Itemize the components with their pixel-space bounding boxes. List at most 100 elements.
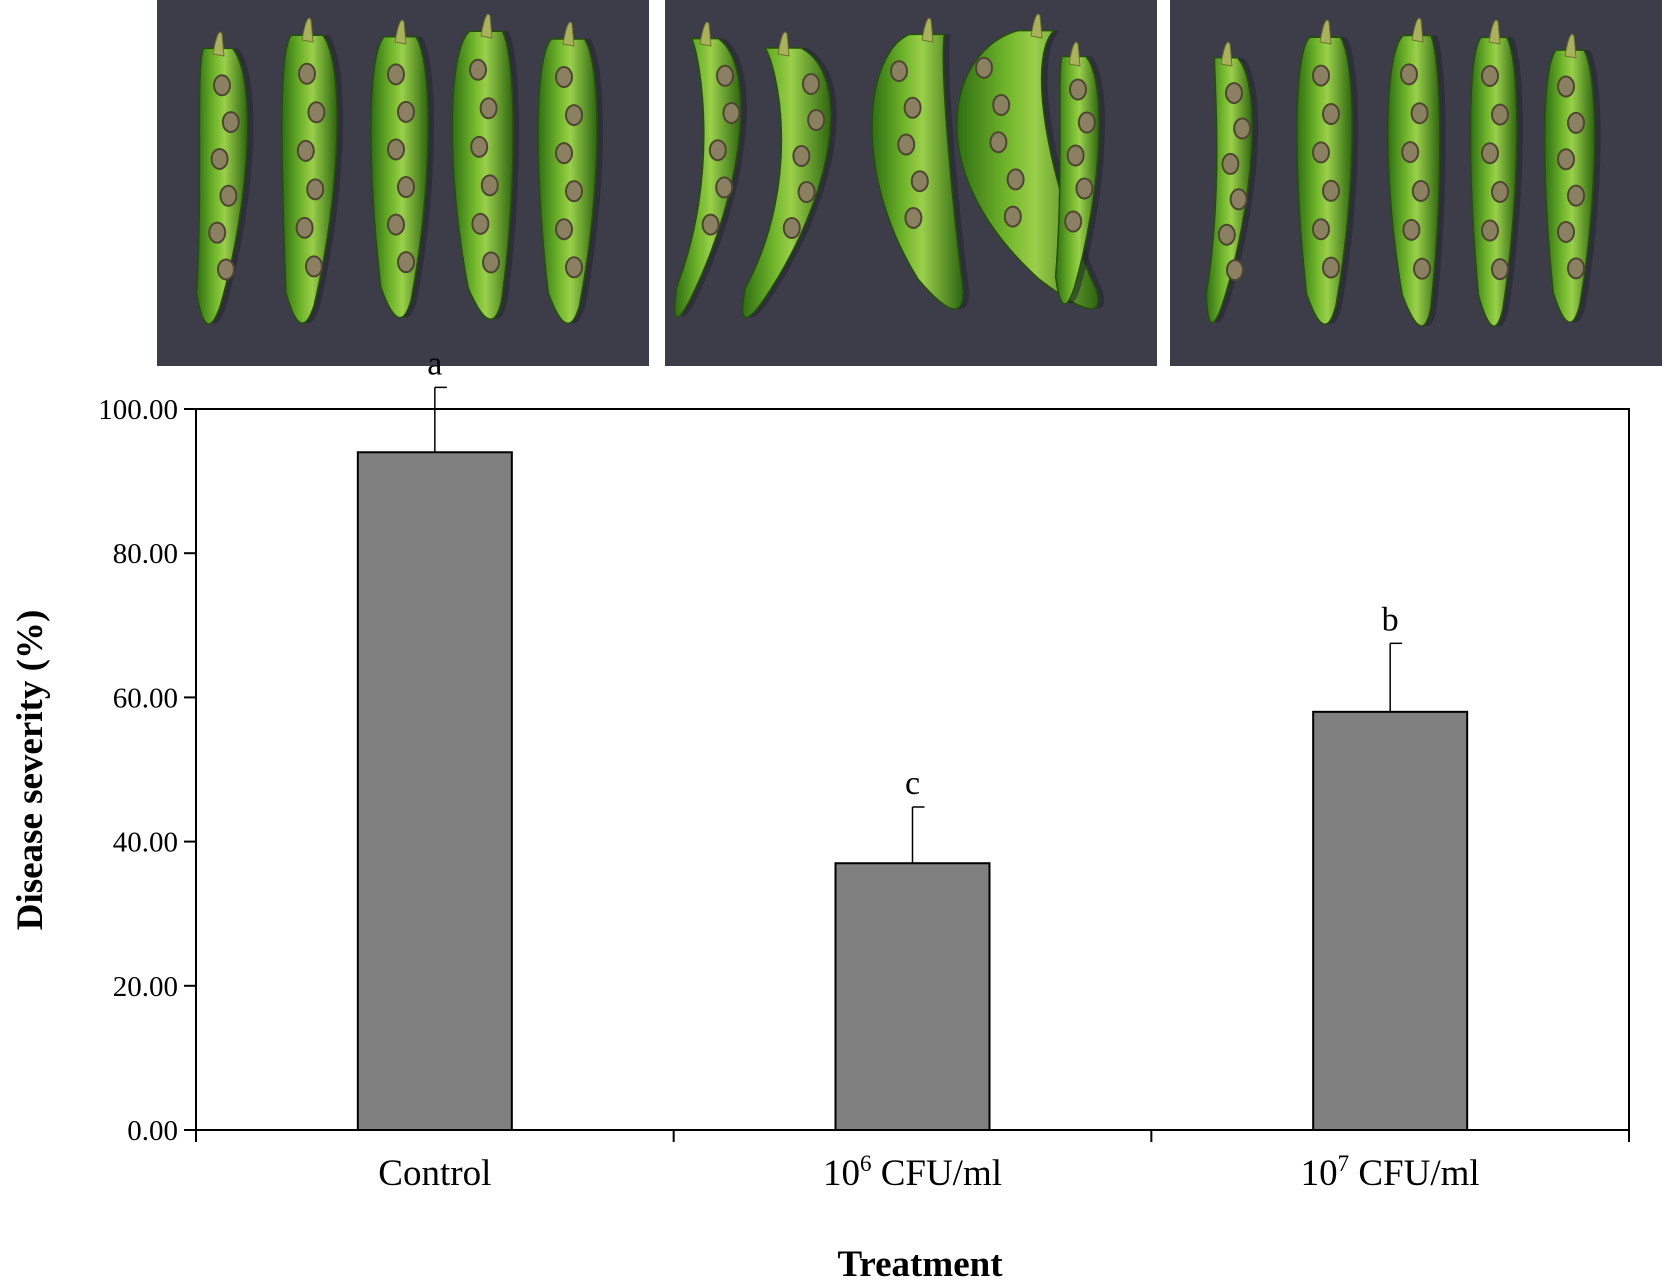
lesion <box>1557 220 1575 243</box>
lesion <box>1481 219 1499 242</box>
1e6-cfu-peppers-photo <box>665 0 1157 366</box>
lesion <box>397 176 415 199</box>
bar <box>834 862 991 1131</box>
y-tick-label: 40.00 <box>113 827 178 859</box>
lesion <box>387 63 405 86</box>
pepper-stem <box>212 31 225 57</box>
lesion <box>989 131 1008 154</box>
lesion <box>471 212 490 235</box>
lesion <box>1312 64 1330 87</box>
significance-label: a <box>427 345 442 382</box>
y-tick-label: 80.00 <box>113 538 178 570</box>
lesion <box>1567 111 1585 134</box>
pepper-stem <box>1068 41 1081 67</box>
lesion <box>975 56 993 79</box>
lesion <box>469 58 487 81</box>
lesion <box>213 74 231 97</box>
lesion <box>904 206 923 229</box>
y-tick-label: 60.00 <box>113 682 178 714</box>
lesion <box>295 216 314 239</box>
lesion <box>1003 205 1022 228</box>
lesion <box>708 139 727 162</box>
pepper-stem <box>1319 19 1332 45</box>
lesion <box>387 138 405 161</box>
lesion <box>298 62 316 85</box>
lesion <box>387 213 405 236</box>
lesion <box>1401 141 1420 164</box>
category-labels: Control 106 CFU/ml 107 CFU/ml <box>378 1151 1479 1194</box>
pepper <box>451 30 514 320</box>
lesion <box>890 60 908 83</box>
lesion <box>797 181 816 203</box>
category-label: Control <box>378 1153 491 1194</box>
lesion <box>1491 258 1509 281</box>
pepper-stem <box>1220 41 1233 67</box>
lesion <box>1066 144 1085 167</box>
pepper-stem <box>1411 17 1424 43</box>
lesion <box>1217 223 1236 246</box>
x-axis-ticks <box>195 1130 1630 1142</box>
lesion <box>1006 168 1025 191</box>
lesion <box>1322 256 1340 279</box>
lesion <box>482 251 500 274</box>
lesion <box>1413 257 1431 280</box>
category-label-base: Control <box>378 1153 491 1194</box>
category-label-suffix: CFU/ml <box>1349 1153 1480 1194</box>
category-label-base: 10 <box>1301 1153 1338 1194</box>
lesion <box>1221 152 1240 175</box>
lesion <box>1567 184 1585 207</box>
lesion <box>565 180 583 203</box>
lesion <box>1400 63 1418 86</box>
lesion <box>305 255 323 278</box>
lesion <box>1411 179 1430 202</box>
y-axis-ticks: 0.00 20.00 40.00 60.00 80.00 100.00 <box>98 394 196 1147</box>
pepper <box>537 38 598 325</box>
lesion <box>208 221 227 244</box>
control-peppers-photo <box>157 0 649 366</box>
y-tick-label: 100.00 <box>98 394 178 426</box>
bars: a c b <box>356 345 1469 1131</box>
lesion <box>470 135 489 158</box>
lesion <box>1069 78 1087 101</box>
pepper-photo-drawing <box>1205 17 1601 327</box>
lesion <box>555 66 573 89</box>
lesion <box>1225 82 1243 105</box>
lesion <box>1312 141 1330 164</box>
category-label: 107 CFU/ml <box>1301 1151 1480 1194</box>
lesion <box>792 145 811 167</box>
lesion <box>1226 259 1244 282</box>
lesion <box>1557 148 1575 171</box>
lesion <box>397 251 415 274</box>
lesion <box>897 133 916 156</box>
y-tick-label: 20.00 <box>113 971 178 1003</box>
lesion <box>210 147 229 170</box>
pepper-stem <box>699 21 712 47</box>
lesion <box>479 97 498 120</box>
lesion <box>802 73 820 95</box>
pepper-stem <box>562 21 575 47</box>
lesion <box>716 64 734 87</box>
lesion <box>221 111 240 134</box>
lesion <box>1481 142 1499 165</box>
lesion <box>1491 180 1509 203</box>
y-axis-title: Disease severity (%) <box>10 610 51 931</box>
pepper-stem <box>777 31 790 57</box>
lesion <box>1557 75 1575 98</box>
lesion <box>903 96 922 119</box>
lesion <box>565 104 583 127</box>
pepper-stem <box>301 17 314 43</box>
lesion <box>807 109 826 131</box>
lesion <box>219 184 238 207</box>
lesion <box>1229 188 1248 211</box>
lesion <box>782 217 801 239</box>
lesion <box>1322 179 1340 202</box>
x-axis-title: Treatment <box>837 1244 1003 1283</box>
lesion <box>306 178 325 201</box>
pepper-photo-drawing <box>674 13 1106 319</box>
1e7-cfu-peppers-photo <box>1170 0 1662 366</box>
lesion <box>910 170 929 193</box>
category-label-suffix: CFU/ml <box>871 1153 1002 1194</box>
lesion <box>701 213 720 236</box>
pepper-stem <box>1488 19 1501 45</box>
lesion <box>1567 257 1585 280</box>
